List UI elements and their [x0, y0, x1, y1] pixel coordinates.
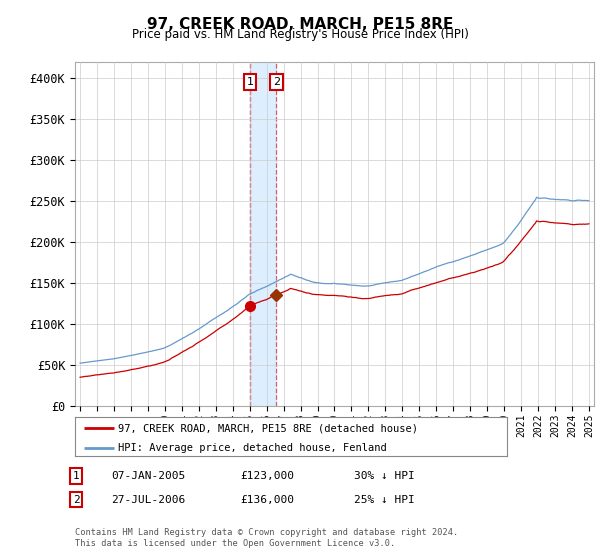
Text: 97, CREEK ROAD, MARCH, PE15 8RE: 97, CREEK ROAD, MARCH, PE15 8RE — [147, 17, 453, 32]
Text: £123,000: £123,000 — [240, 471, 294, 481]
Text: 27-JUL-2006: 27-JUL-2006 — [111, 494, 185, 505]
Bar — [250, 62, 277, 406]
Text: 1: 1 — [247, 77, 254, 87]
Text: 30% ↓ HPI: 30% ↓ HPI — [354, 471, 415, 481]
Text: Price paid vs. HM Land Registry's House Price Index (HPI): Price paid vs. HM Land Registry's House … — [131, 28, 469, 41]
Text: 1: 1 — [73, 471, 80, 481]
Text: Contains HM Land Registry data © Crown copyright and database right 2024.
This d: Contains HM Land Registry data © Crown c… — [75, 528, 458, 548]
Text: HPI: Average price, detached house, Fenland: HPI: Average price, detached house, Fenl… — [118, 443, 387, 453]
Text: 07-JAN-2005: 07-JAN-2005 — [111, 471, 185, 481]
Text: 25% ↓ HPI: 25% ↓ HPI — [354, 494, 415, 505]
Text: £136,000: £136,000 — [240, 494, 294, 505]
Text: 2: 2 — [73, 494, 80, 505]
Text: 97, CREEK ROAD, MARCH, PE15 8RE (detached house): 97, CREEK ROAD, MARCH, PE15 8RE (detache… — [118, 423, 418, 433]
Text: 2: 2 — [273, 77, 280, 87]
